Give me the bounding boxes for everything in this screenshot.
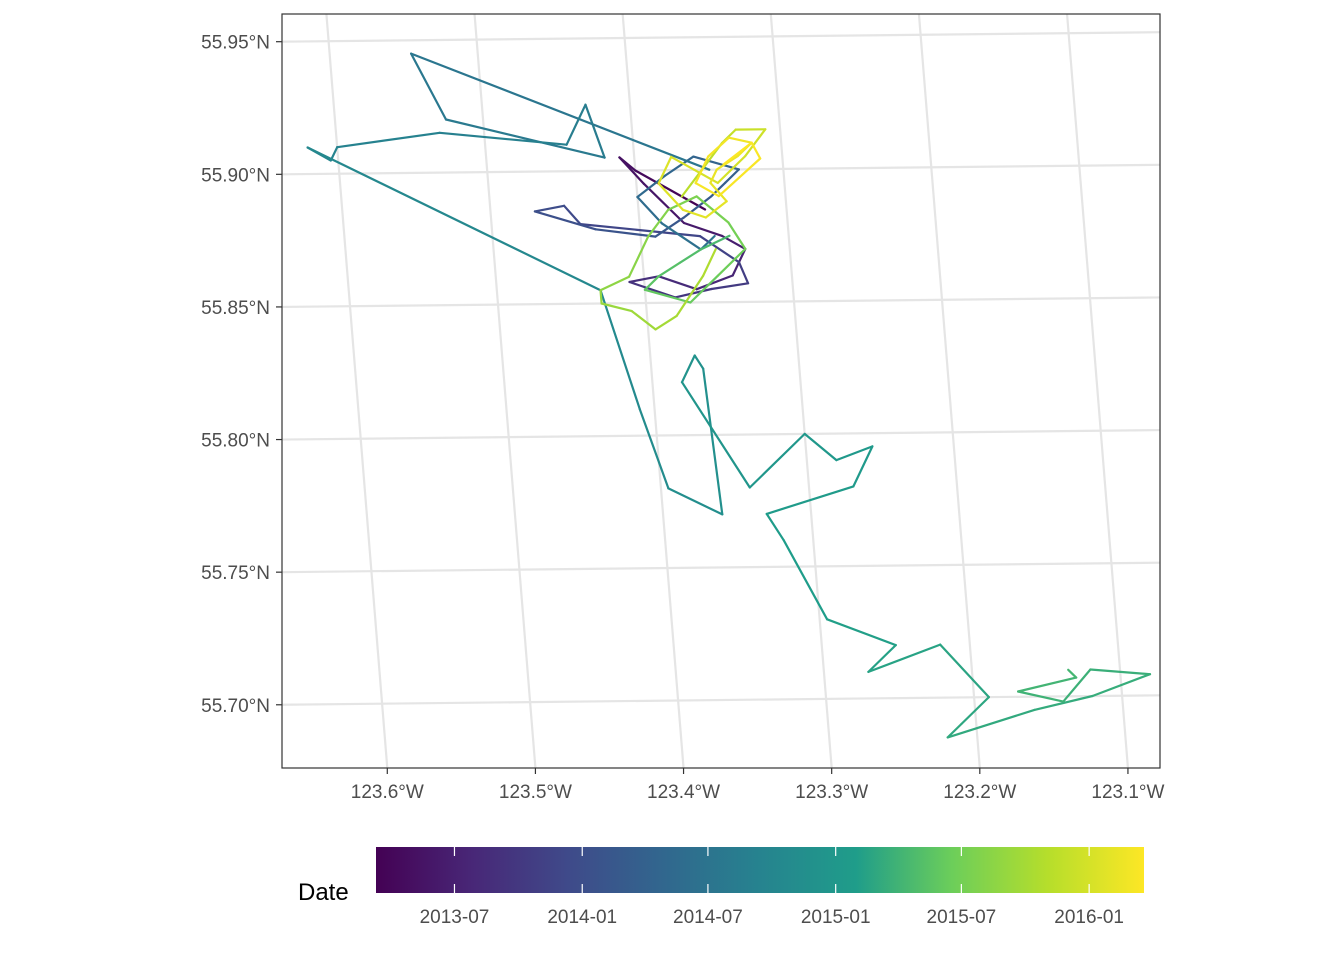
colorbar-tick-label: 2015-01 (801, 907, 871, 928)
y-tick-label: 55.90°N (201, 165, 270, 186)
x-tick-label: 123.3°W (795, 782, 868, 803)
y-tick-label: 55.85°N (201, 298, 270, 319)
y-tick-label: 55.70°N (201, 696, 270, 717)
grid-meridian (170, 0, 256, 960)
colorbar-tick-label: 2014-07 (673, 907, 743, 928)
colorbar-tick-label: 2013-07 (420, 907, 490, 928)
y-tick-label: 55.95°N (201, 33, 270, 54)
legend-title: Date (298, 879, 349, 906)
x-axis: 123.6°W 123.5°W 123.4°W 123.3°W 123.2°W 123.1… (351, 768, 1165, 803)
y-tick-label: 55.80°N (201, 431, 270, 452)
x-tick-label: 123.6°W (351, 782, 424, 803)
x-tick-label: 123.2°W (943, 782, 1016, 803)
grid-parallel (171, 826, 1344, 839)
y-axis: 55.70°N 55.75°N 55.80°N 55.85°N 55.90°N 55.95… (201, 33, 282, 717)
colorbar (376, 847, 1144, 893)
x-tick-label: 123.5°W (499, 782, 572, 803)
y-tick-label: 55.75°N (201, 563, 270, 584)
colorbar-tick-label: 2015-07 (927, 907, 997, 928)
x-tick-label: 123.4°W (647, 782, 720, 803)
track-segment (601, 290, 602, 303)
plot-panel-background (282, 14, 1160, 768)
colorbar-tick-label: 2016-01 (1054, 907, 1124, 928)
colorbar-legend: Date 2013-07 2014-01 2014-07 2015-01 2015-07… (298, 847, 1144, 928)
x-tick-label: 123.1°W (1091, 782, 1164, 803)
grid-meridian (1206, 0, 1292, 959)
colorbar-tick-label: 2014-01 (547, 907, 617, 928)
